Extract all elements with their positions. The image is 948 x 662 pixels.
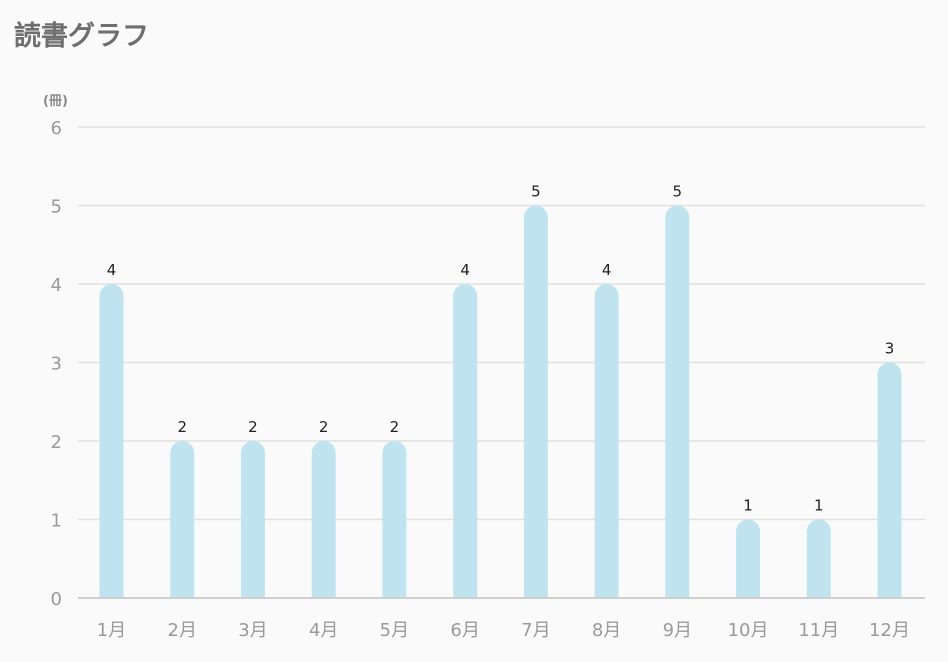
bar [382, 441, 407, 598]
data-label: 1 [743, 497, 753, 515]
bar [240, 441, 265, 598]
data-label: 3 [885, 340, 895, 358]
bar [311, 441, 336, 598]
x-axis-ticks: 1月 2月 3月 4月 5月 6月 7月 8月 9月 10月 11月 12月 [97, 620, 910, 641]
bar [665, 205, 690, 598]
x-tick-label: 1月 [97, 620, 126, 641]
y-axis-unit-label: (冊) [43, 94, 68, 109]
bars [99, 205, 902, 598]
y-tick-label: 4 [51, 275, 62, 296]
data-label: 5 [531, 183, 541, 201]
y-tick-label: 0 [51, 589, 62, 610]
x-tick-label: 11月 [798, 620, 839, 641]
data-label: 4 [107, 261, 117, 279]
x-tick-label: 3月 [238, 620, 267, 641]
y-axis-ticks: 0 1 2 3 4 5 6 [51, 118, 62, 610]
x-tick-label: 7月 [521, 620, 550, 641]
data-label: 2 [248, 418, 258, 436]
x-tick-label: 9月 [663, 620, 692, 641]
x-tick-label: 8月 [592, 620, 621, 641]
y-tick-label: 3 [51, 354, 62, 375]
y-tick-label: 6 [51, 118, 62, 139]
bar [523, 205, 548, 598]
x-tick-label: 12月 [869, 620, 910, 641]
data-label: 2 [319, 418, 329, 436]
bar [806, 519, 831, 598]
data-label: 2 [390, 418, 400, 436]
bar [594, 284, 619, 598]
data-label: 4 [602, 261, 612, 279]
y-tick-label: 2 [51, 432, 62, 453]
y-tick-label: 5 [51, 197, 62, 218]
x-tick-label: 4月 [309, 620, 338, 641]
data-label: 2 [177, 418, 187, 436]
x-tick-label: 10月 [728, 620, 769, 641]
y-tick-label: 1 [51, 511, 62, 532]
bar [453, 284, 478, 598]
data-labels: 4 2 2 2 2 4 5 4 5 1 1 3 [107, 183, 895, 515]
grid-lines [78, 126, 925, 521]
data-label: 1 [814, 497, 824, 515]
data-label: 5 [673, 183, 683, 201]
data-label: 4 [460, 261, 470, 279]
x-tick-label: 5月 [380, 620, 409, 641]
x-tick-label: 6月 [450, 620, 479, 641]
page-title: 読書グラフ [14, 21, 149, 52]
bar [736, 519, 761, 598]
x-tick-label: 2月 [168, 620, 197, 641]
bar [877, 362, 902, 598]
bar [99, 284, 124, 598]
bar [170, 441, 195, 598]
